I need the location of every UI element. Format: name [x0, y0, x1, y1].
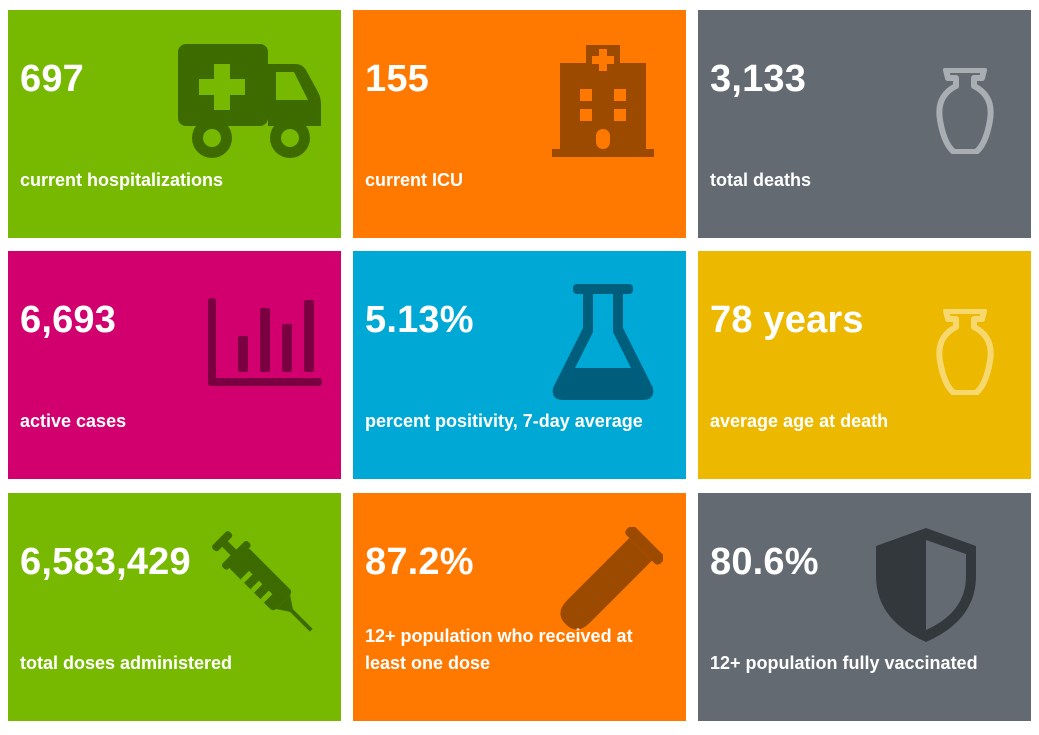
shield-icon [870, 526, 982, 644]
tile-current-icu: 155 current ICU [353, 10, 686, 238]
bar-chart-icon [208, 298, 324, 388]
stat-value: 78 years [710, 299, 864, 341]
stat-label: average age at death [710, 411, 889, 431]
tile-average-age-at-death: 78 years average age at death [698, 251, 1031, 479]
stat-label: active cases [20, 411, 127, 431]
hospital-icon [552, 45, 654, 159]
stat-label: current ICU [365, 170, 464, 190]
urn-icon [934, 309, 996, 395]
stat-value: 155 [365, 58, 430, 100]
stat-value: 6,583,429 [20, 541, 191, 583]
tile-population-fully-vaccinated: 80.6% 12+ population fully vaccinated [698, 493, 1031, 721]
tile-population-one-dose: 87.2% 12+ population who received at lea… [353, 493, 686, 721]
stat-value: 5.13% [365, 299, 474, 341]
tile-active-cases: 6,693 active cases [8, 251, 341, 479]
stat-value: 6,693 [20, 299, 117, 341]
flask-icon [551, 284, 655, 402]
stat-label: total doses administered [20, 653, 233, 673]
tile-percent-positivity: 5.13% percent positivity, 7-day average [353, 251, 686, 479]
tile-total-doses-administered: 6,583,429 total doses administered [8, 493, 341, 721]
stat-label: percent positivity, 7-day average [365, 411, 643, 431]
tile-total-deaths: 3,133 total deaths [698, 10, 1031, 238]
urn-icon [934, 68, 996, 154]
test-tube-icon [549, 527, 663, 641]
tile-current-hospitalizations: 697 current hospitalizations [8, 10, 341, 238]
stat-label: total deaths [710, 170, 812, 190]
stat-value: 3,133 [710, 58, 807, 100]
stat-value: 87.2% [365, 541, 474, 583]
ambulance-icon [178, 42, 323, 160]
stat-value: 697 [20, 58, 85, 100]
stat-label: 12+ population fully vaccinated [710, 653, 978, 673]
stat-label: 12+ population who received at least one… [365, 626, 633, 673]
stat-value: 80.6% [710, 541, 819, 583]
stat-label: current hospitalizations [20, 170, 224, 190]
syringe-icon [204, 523, 328, 647]
